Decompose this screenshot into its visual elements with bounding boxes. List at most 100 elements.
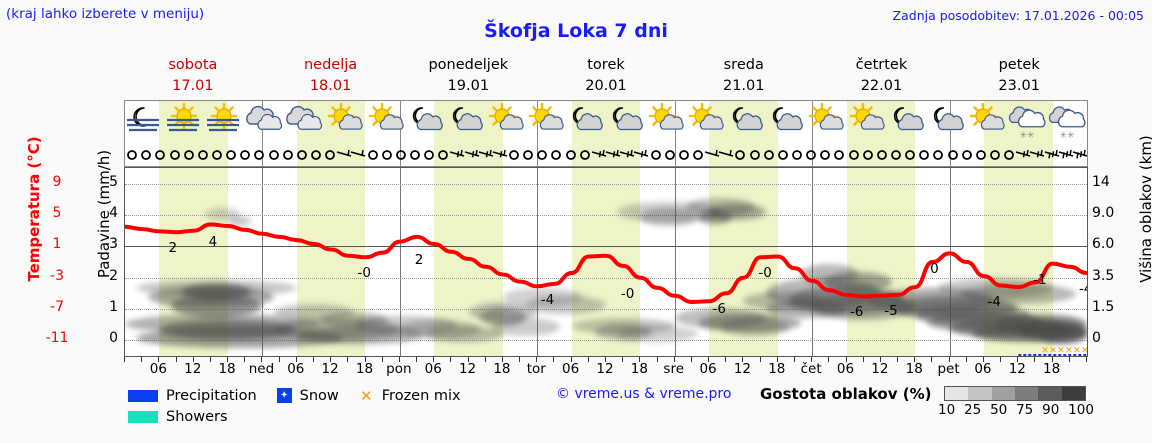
weather-icon-moon-cloud	[406, 103, 446, 143]
time-tick	[708, 357, 710, 362]
cloud-density-swatch	[945, 387, 969, 400]
precipitation-tick: 0	[109, 330, 118, 347]
weather-icon-sun-cloud	[686, 103, 726, 143]
svg-text:✕: ✕	[1073, 346, 1081, 356]
wind-barb-calm-icon	[194, 146, 212, 166]
weather-icon-snow: ✳✳	[1007, 103, 1047, 143]
wind-barb-icon	[590, 146, 608, 166]
wind-barb-icon	[604, 146, 622, 166]
cloud-density-tick: 10	[938, 402, 956, 418]
svg-text:✕: ✕	[1065, 346, 1073, 356]
gridline	[125, 309, 1087, 310]
wind-barb-calm-icon	[222, 146, 240, 166]
cloud-density-title: Gostota oblakov (%)	[760, 385, 932, 403]
cloud-density-blob	[319, 312, 389, 328]
time-tick	[776, 357, 778, 362]
wind-barb-icon	[335, 146, 353, 166]
snow-swatch-icon: ✦	[276, 388, 292, 403]
temperature-point-label: 2	[168, 240, 178, 257]
time-axis-label: čet	[800, 361, 822, 377]
cloud-density-blob	[399, 320, 480, 338]
daylight-shade	[434, 168, 503, 356]
day-divider	[674, 144, 676, 166]
wind-barb-calm-icon	[236, 146, 254, 166]
time-tick	[605, 357, 606, 362]
time-axis-label: 18	[218, 361, 236, 377]
wind-barb-calm-icon	[406, 146, 424, 166]
temperature-point-label: -6	[712, 301, 726, 318]
day-name: četrtek	[855, 57, 908, 73]
day-name: petek	[998, 57, 1040, 73]
day-date: 21.01	[722, 78, 765, 95]
temperature-point-label: -4	[540, 291, 555, 308]
copyright-label[interactable]: © vreme.us & vreme.pro	[556, 386, 732, 402]
wind-barb-calm-icon	[675, 146, 693, 166]
page-title: Škofja Loka 7 dni	[484, 20, 668, 42]
legend-label-snow: Snow	[299, 387, 339, 404]
cloud-height-tick: 3.5	[1092, 267, 1115, 284]
cloud-density-blob	[800, 264, 858, 284]
frozen-mix-swatch-icon: ✕	[359, 386, 373, 405]
gridline	[125, 215, 1087, 216]
temperature-point-label: -0	[758, 264, 772, 281]
precipitation-swatch-icon	[128, 389, 158, 402]
time-tick	[1034, 357, 1036, 362]
day-date: 17.01	[172, 78, 214, 95]
cloud-density-blob	[525, 296, 606, 314]
time-tick	[1068, 357, 1070, 362]
cloud-density-swatch	[1038, 387, 1062, 400]
time-tick	[1000, 357, 1002, 362]
time-axis-label: 06	[836, 361, 855, 377]
temperature-tick: 5	[52, 205, 62, 221]
cloud-density-blob	[354, 316, 458, 334]
cloud-height-tick: 14	[1092, 173, 1110, 190]
wind-barb-calm-icon	[307, 146, 325, 166]
day-divider	[949, 168, 951, 356]
wind-barb-icon	[1057, 146, 1075, 166]
wind-barb-calm-icon	[944, 146, 962, 166]
weather-icon-moon-cloud	[606, 103, 646, 143]
time-axis-label: 06	[562, 361, 580, 377]
gridline	[125, 340, 1087, 342]
wind-barb-icon	[717, 146, 735, 166]
wind-barb-calm-icon	[689, 146, 707, 166]
wind-barb-calm-icon	[321, 146, 339, 166]
wind-barb-calm-icon	[774, 146, 792, 166]
wind-barb-icon	[448, 146, 466, 166]
weather-icon-sun-cloud	[486, 103, 526, 143]
temperature-point-label: -5	[884, 302, 898, 319]
wind-barb-calm-icon	[533, 146, 551, 166]
time-tick	[209, 357, 211, 362]
weather-icon-moon-cloud	[566, 103, 606, 143]
time-tick	[570, 357, 572, 362]
day-name: sobota	[168, 57, 218, 73]
temperature-point-label: -6	[849, 304, 864, 321]
daylight-shade	[983, 144, 1053, 166]
svg-text:✳✳: ✳✳	[1019, 131, 1035, 141]
cloud-density-blob	[296, 326, 423, 344]
temperature-point-label: 2	[414, 251, 424, 268]
time-axis-label: 12	[596, 361, 614, 377]
day-header-ponedeljek: ponedeljek 19.01	[399, 55, 537, 100]
temperature-curve	[125, 222, 1087, 304]
day-name: ponedeljek	[428, 57, 509, 73]
weather-icon-sun-rain	[165, 103, 205, 143]
day-name: sreda	[723, 57, 764, 73]
cloud-density-scale-bar	[944, 386, 1086, 401]
weather-icon-cloudy	[245, 103, 285, 143]
cloud-density-blob	[228, 216, 251, 226]
weather-icon-moon-cloud	[887, 103, 927, 143]
wind-barb-calm-icon	[1000, 146, 1018, 166]
time-tick	[897, 357, 899, 362]
wind-barb-calm-icon	[364, 146, 382, 166]
wind-barb-calm-icon	[986, 146, 1004, 166]
time-tick	[261, 357, 263, 362]
cloud-density-blob	[571, 318, 675, 334]
cloud-density-blob	[674, 308, 767, 328]
time-tick	[948, 357, 950, 362]
time-tick	[965, 357, 967, 362]
time-tick	[536, 357, 538, 362]
precipitation-tick: 1	[109, 299, 118, 315]
wind-barb-calm-icon	[279, 146, 297, 166]
legend-item-frozen-mix: ✕ Frozen mix	[359, 387, 461, 405]
